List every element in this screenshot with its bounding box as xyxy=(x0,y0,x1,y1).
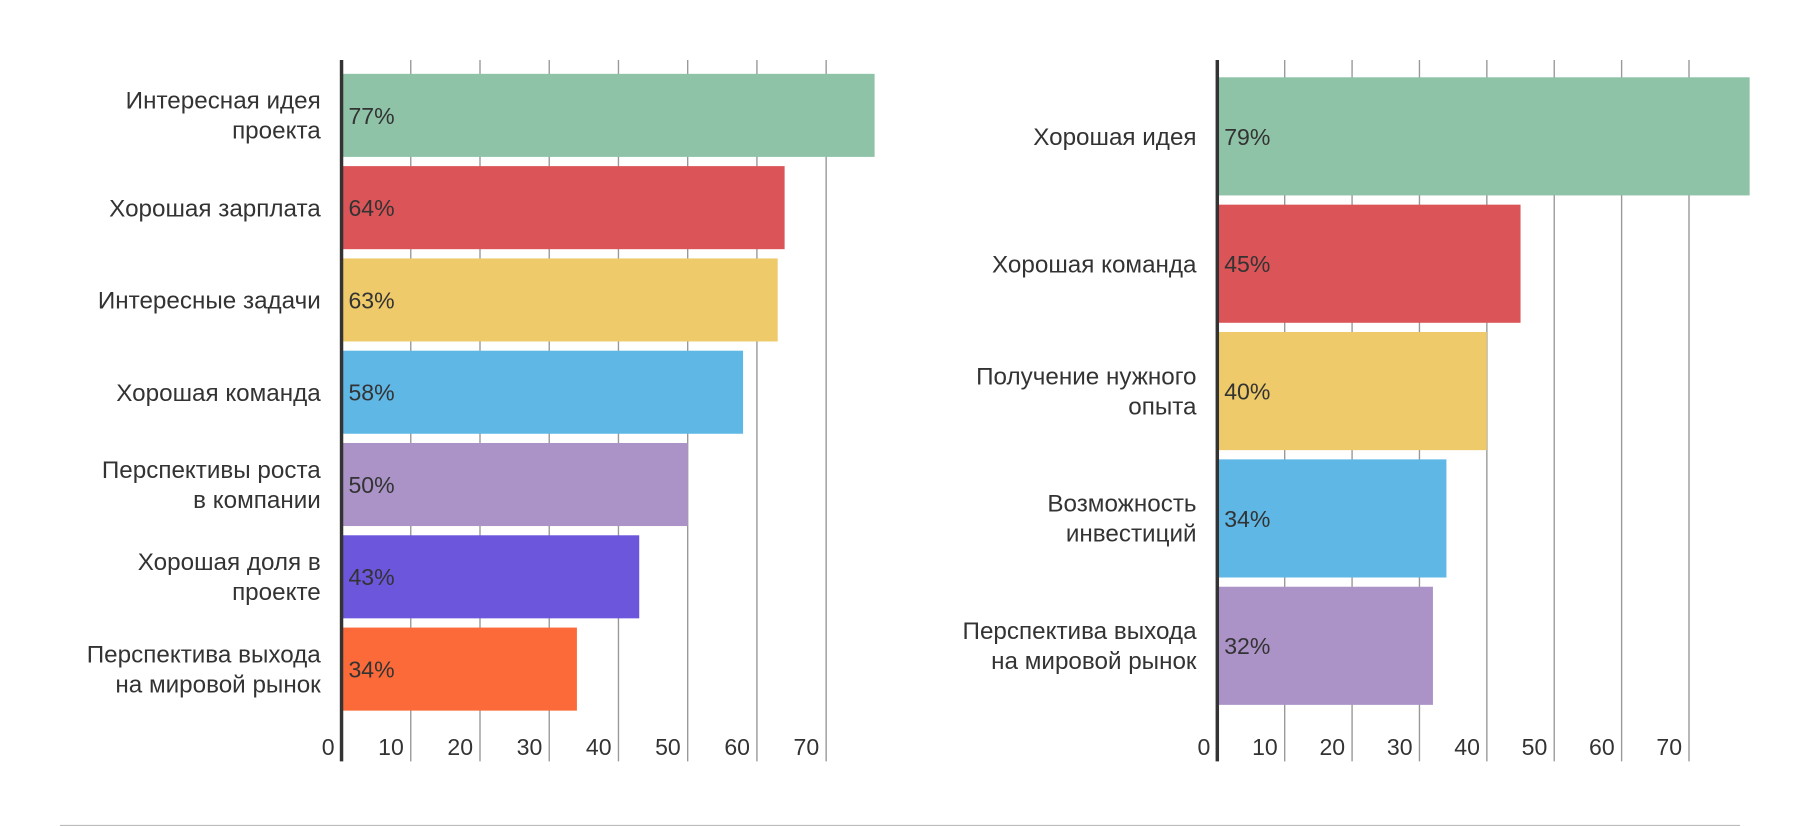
value-label: 43% xyxy=(348,564,394,590)
value-label: 34% xyxy=(348,657,394,683)
value-label: 32% xyxy=(1224,633,1270,659)
x-tick-label: 20 xyxy=(1319,734,1345,760)
value-label: 34% xyxy=(1224,506,1270,532)
category-label: Возможность инвестиций xyxy=(1047,491,1196,548)
value-label: 77% xyxy=(348,103,394,129)
category-label: Хорошая зарплата xyxy=(109,195,321,222)
bar xyxy=(341,258,778,342)
bar xyxy=(341,442,688,527)
bar xyxy=(341,627,577,711)
bar xyxy=(341,535,640,619)
bar xyxy=(341,350,744,434)
x-tick-label: 40 xyxy=(586,734,612,760)
x-tick-label: 20 xyxy=(447,734,473,760)
value-label: 50% xyxy=(348,472,394,498)
x-tick-label: 50 xyxy=(1522,734,1548,760)
bar xyxy=(1217,77,1750,196)
x-tick-label: 10 xyxy=(1252,734,1278,760)
category-label: Хорошая команда xyxy=(992,251,1197,278)
x-tick-label: 30 xyxy=(517,734,543,760)
value-label: 45% xyxy=(1224,251,1270,277)
x-tick-label: 0 xyxy=(322,734,335,760)
x-tick-label: 10 xyxy=(378,734,404,760)
category-label: Интересные задачи xyxy=(98,288,321,315)
category-label: Хорошая доля в проекте xyxy=(138,550,321,607)
x-tick-label: 70 xyxy=(794,734,820,760)
category-label: Хорошая команда xyxy=(116,380,321,407)
x-tick-label: 40 xyxy=(1454,734,1480,760)
x-tick-label: 60 xyxy=(724,734,750,760)
category-label: Перспектива выхода на мировой рынок xyxy=(963,619,1198,676)
x-tick-label: 70 xyxy=(1656,734,1682,760)
bar xyxy=(1217,459,1447,578)
value-label: 63% xyxy=(348,287,394,313)
category-label: Перспективы роста в компании xyxy=(102,457,321,514)
bar xyxy=(1217,332,1487,451)
x-tick-label: 30 xyxy=(1387,734,1413,760)
bar xyxy=(341,73,875,157)
value-label: 64% xyxy=(348,195,394,221)
category-label: Получение нужного опыта xyxy=(976,364,1197,421)
category-label: Интересная идея проекта xyxy=(126,88,322,145)
value-label: 40% xyxy=(1224,378,1270,404)
value-label: 79% xyxy=(1224,124,1270,150)
bar xyxy=(1217,204,1521,323)
x-tick-label: 50 xyxy=(655,734,681,760)
x-tick-label: 60 xyxy=(1589,734,1615,760)
x-tick-label: 0 xyxy=(1198,734,1211,760)
category-label: Хорошая идея xyxy=(1033,124,1196,151)
category-label: Перспектива выхода на мировой рынок xyxy=(87,642,322,699)
bar xyxy=(341,166,785,250)
value-label: 58% xyxy=(348,380,394,406)
bar xyxy=(1217,586,1433,705)
